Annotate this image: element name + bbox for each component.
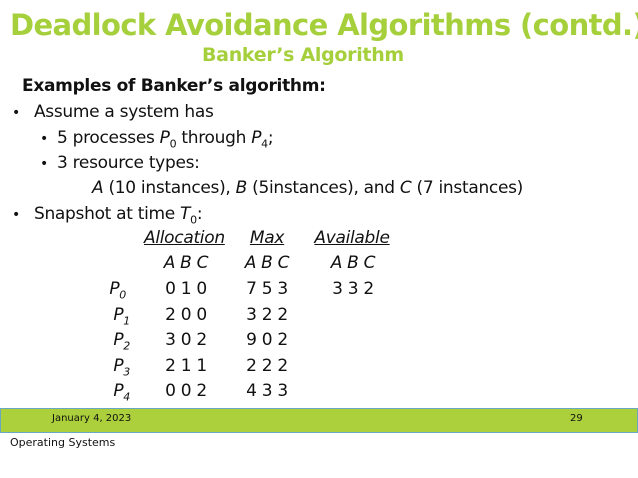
- bullet-text: Snapshot at time: [33, 204, 181, 224]
- allocation-cell: 2 1 1: [165, 355, 207, 376]
- allocation-cell: 0 1 0: [165, 279, 207, 299]
- subscript: 0: [190, 213, 197, 227]
- bullet-item: • Assume a system has: [12, 102, 214, 122]
- subscript: 0: [119, 288, 126, 302]
- process-var: P: [113, 381, 124, 401]
- slide-title: Deadlock Avoidance Algorithms (contd.): [10, 8, 638, 42]
- max-cell: 4 3 3: [246, 381, 288, 401]
- bullet-text: ;: [267, 128, 274, 148]
- bullet-icon: •: [12, 207, 20, 223]
- bullet-icon: •: [12, 105, 20, 121]
- sub-bullet-item: • 3 resource types:: [40, 153, 200, 173]
- text: (7 instances): [411, 178, 524, 198]
- course-name: Operating Systems: [10, 436, 116, 449]
- subscript: 2: [123, 339, 130, 353]
- bullet-icon: •: [40, 156, 48, 172]
- process-var: P: [113, 355, 124, 376]
- footer-date: January 4, 2023: [52, 413, 132, 424]
- bullet-text: :: [196, 204, 203, 224]
- subheader-max: A B C: [244, 253, 290, 273]
- process-var: P: [113, 330, 124, 350]
- section-heading: Examples of Banker’s algorithm:: [22, 76, 326, 96]
- process-label: P2: [100, 330, 130, 352]
- bullet-item: • Snapshot at time T0:: [12, 204, 203, 227]
- text: (10 instances),: [103, 178, 236, 198]
- bullet-text: 5 processes: [56, 128, 160, 148]
- slide-subtitle: Banker’s Algorithm: [202, 44, 404, 66]
- subscript: 0: [169, 137, 177, 151]
- allocation-cell: 3 0 2: [165, 330, 207, 350]
- header-available: Available: [314, 228, 390, 248]
- text: (5instances), and: [247, 178, 400, 198]
- resource-line: A (10 instances), B (5instances), and C …: [92, 178, 523, 198]
- subheader-available: A B C: [330, 253, 376, 273]
- max-cell: 3 2 2: [246, 304, 288, 325]
- bullet-icon: •: [40, 131, 48, 147]
- bullet-text: through: [176, 128, 252, 148]
- subscript: 4: [261, 137, 268, 151]
- var: P: [251, 128, 262, 148]
- process-label: P4: [100, 381, 130, 403]
- available-cell: 3 3 2: [332, 279, 374, 299]
- process-label: P0: [96, 279, 126, 301]
- max-cell: 2 2 2: [246, 355, 288, 376]
- var: B: [235, 178, 248, 198]
- sub-bullet-item: • 5 processes P0 through P4;: [40, 128, 274, 151]
- subscript: 1: [123, 313, 130, 327]
- bullet-text: Assume a system has: [33, 102, 214, 122]
- footer-bar: [0, 408, 638, 433]
- var: A: [92, 178, 104, 198]
- subscript: 3: [123, 364, 130, 378]
- slide-number: 29: [570, 413, 583, 424]
- process-label: P3: [100, 356, 130, 378]
- max-cell: 9 0 2: [246, 330, 288, 350]
- subscript: 4: [123, 390, 130, 404]
- header-max: Max: [249, 228, 285, 248]
- process-var: P: [109, 279, 120, 299]
- header-allocation: Allocation: [144, 228, 225, 248]
- var: P: [159, 128, 170, 148]
- max-cell: 7 5 3: [246, 279, 288, 299]
- allocation-cell: 2 0 0: [165, 304, 207, 325]
- allocation-cell: 0 0 2: [165, 381, 207, 401]
- bullet-text: 3 resource types:: [56, 153, 200, 173]
- subheader-allocation: A B C: [163, 253, 209, 273]
- var: T: [180, 204, 191, 224]
- var: C: [399, 178, 412, 198]
- process-label: P1: [100, 305, 130, 327]
- process-var: P: [113, 304, 124, 325]
